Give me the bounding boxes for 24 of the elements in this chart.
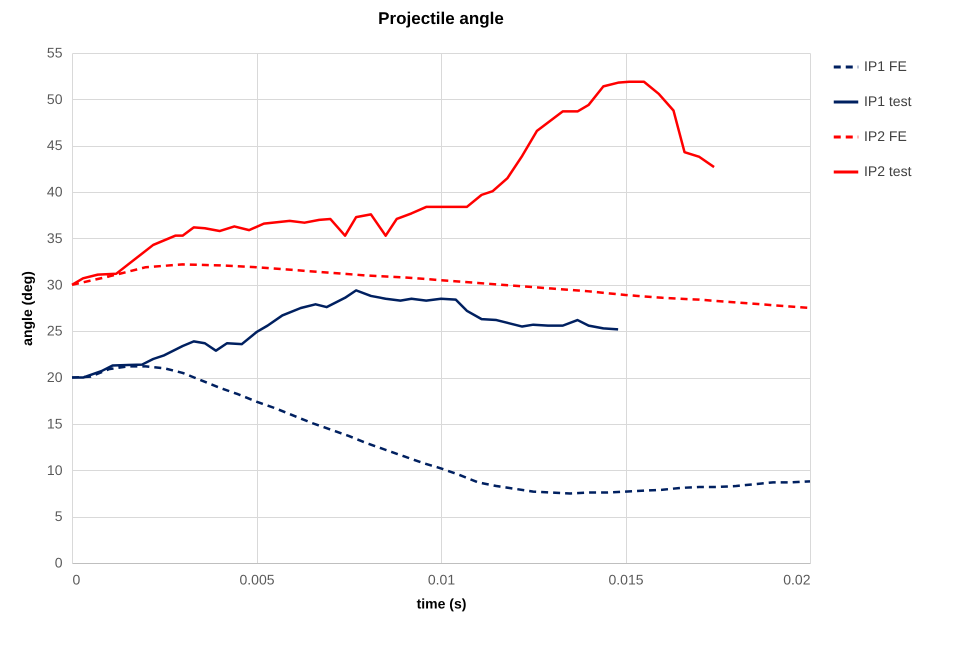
- chart-title: Projectile angle: [378, 9, 504, 28]
- y-tick-label: 5: [54, 508, 63, 524]
- y-axis-title: angle (deg): [18, 271, 35, 346]
- legend-label: IP1 FE: [864, 58, 907, 74]
- x-tick-label: 0.02: [783, 572, 811, 588]
- x-tick-label: 0.005: [239, 572, 275, 588]
- y-tick-label: 10: [46, 462, 63, 478]
- y-tick-label: 40: [46, 184, 63, 200]
- legend-label: IP2 test: [864, 163, 912, 179]
- y-tick-label: 15: [46, 415, 63, 432]
- x-tick-label: 0.015: [608, 572, 644, 588]
- x-tick-label: 0.01: [428, 572, 456, 588]
- y-tick-label: 0: [54, 554, 63, 570]
- y-tick-label: 35: [46, 230, 63, 246]
- x-axis-title: time (s): [416, 596, 466, 612]
- y-tick-label: 25: [46, 322, 63, 339]
- y-tick-label: 20: [46, 369, 63, 386]
- y-tick-label: 30: [46, 276, 63, 292]
- legend-label: IP1 test: [864, 93, 912, 109]
- y-tick-label: 45: [46, 137, 63, 154]
- legend-label: IP2 FE: [864, 128, 907, 144]
- y-tick-label: 55: [46, 44, 63, 60]
- x-tick-label: 0: [72, 572, 80, 588]
- y-tick-label: 50: [46, 90, 63, 107]
